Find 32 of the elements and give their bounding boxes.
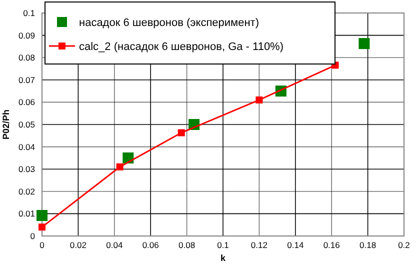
x-tick-label: 0.14 [287,240,304,250]
legend-label: calc_2 (насадок 6 шевронов, Ga - 110%) [79,41,284,53]
point [178,129,185,136]
y-tick-label: 0.03 [18,164,36,174]
y-tick-label: 0.05 [18,120,36,130]
point [38,224,46,231]
y-tick-label: 0.04 [18,142,36,152]
x-tick-label: 0.04 [106,240,123,250]
x-tick-label: 0 [40,240,45,250]
y-tick-label: 0.09 [18,30,36,40]
x-tick-label: 0.08 [178,240,196,250]
x-tick-label: 0.16 [323,240,340,250]
y-tick-label: 0.1 [23,8,36,18]
point [358,38,370,50]
point [256,96,263,104]
y-tick-label: 0 [30,231,36,241]
x-tick-label: 0.02 [70,240,87,250]
y-tick-label: 0.06 [18,97,36,108]
point [36,210,48,221]
point [116,163,124,170]
x-tick-label: 0.18 [360,240,376,250]
x-tick-label: 0.06 [142,240,160,250]
y-tick-label: 0.07 [18,74,36,85]
y-axis-title: P02/Ph [1,109,11,140]
x-tick-label: 0.1 [217,240,230,250]
y-tick-label: 0.01 [18,208,36,219]
y-tick-label: 0.02 [18,186,36,196]
x-tick-label: 0.2 [398,240,410,250]
x-tick-label: 0.12 [250,240,268,250]
x-axis-title: k [220,253,226,263]
legend-label: насадок 6 шевронов (эксперимент) [79,17,260,29]
y-tick-label: 0.08 [18,52,36,63]
